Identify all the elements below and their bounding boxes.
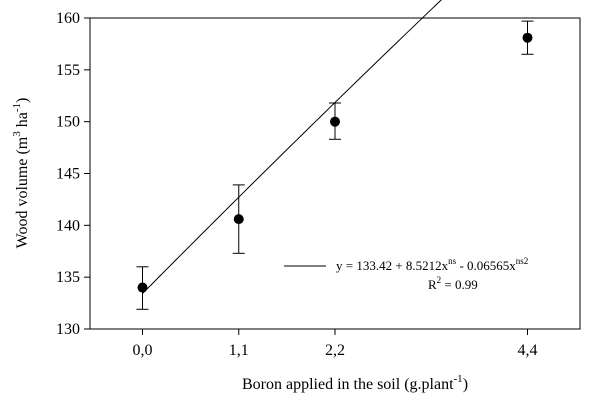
legend-equation: y = 133.42 + 8.5212xns - 0.06565xns2 <box>336 256 528 273</box>
y-axis: 130 135 140 145 150 155 160 <box>56 10 90 338</box>
fit-curve <box>142 0 442 294</box>
x-tick-label: 0,0 <box>133 342 153 359</box>
y-tick-label: 140 <box>56 217 80 234</box>
y-tick-label: 155 <box>56 62 80 79</box>
plot-frame <box>89 17 581 330</box>
data-point <box>330 116 340 127</box>
data-point <box>233 214 244 225</box>
legend-r2: R2 = 0.99 <box>428 275 478 292</box>
x-tick-label: 2,2 <box>325 342 345 359</box>
x-tick-label: 4,4 <box>518 342 538 359</box>
x-tick-label: 1,1 <box>229 342 249 359</box>
data-point <box>522 32 533 43</box>
x-axis: 0,0 1,1 2,2 4,4 <box>133 329 538 359</box>
y-tick-label: 130 <box>56 321 80 338</box>
x-axis-label: Boron applied in the soil (g.plant-1) <box>242 373 468 393</box>
y-tick-label: 160 <box>56 10 80 27</box>
y-axis-label: Wood volume (m3 ha-1) <box>11 98 31 249</box>
data-points <box>137 32 533 293</box>
y-tick-label: 150 <box>56 114 80 131</box>
data-point <box>137 282 148 293</box>
y-tick-label: 135 <box>56 269 80 286</box>
y-tick-label: 145 <box>56 166 80 183</box>
